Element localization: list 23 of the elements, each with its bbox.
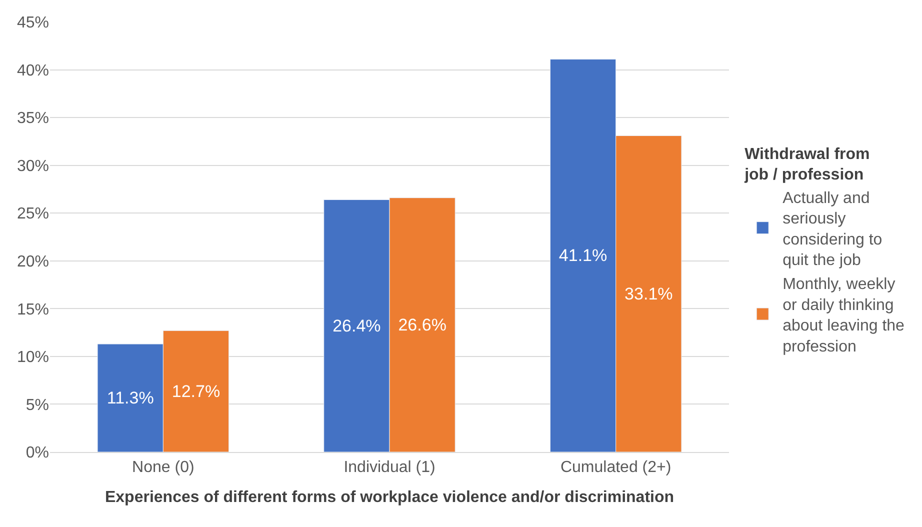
- y-tick-label: 20%: [16, 253, 49, 270]
- y-tick-label: 15%: [16, 301, 49, 318]
- legend-label: Actually and seriously considering to quit the job: [782, 190, 882, 270]
- x-tick-label: Individual (1): [344, 459, 436, 476]
- y-tick-label: 35%: [16, 110, 49, 128]
- data-label: 12.7%: [172, 382, 220, 401]
- x-tick-label: Cumulated (2+): [560, 459, 672, 476]
- y-tick-label: 0%: [26, 444, 49, 462]
- legend-title: Withdrawal from job / profession: [744, 146, 870, 184]
- data-label: 26.4%: [332, 316, 381, 336]
- legend-label: Monthly, weekly or daily thinking about leaving the profession: [782, 276, 905, 356]
- data-label: 41.1%: [558, 246, 608, 266]
- y-tick-label: 40%: [16, 62, 49, 80]
- data-label: 33.1%: [624, 284, 673, 304]
- y-tick-label: 25%: [16, 206, 49, 223]
- data-label: 26.6%: [398, 315, 446, 334]
- y-tick-label: 45%: [16, 14, 49, 32]
- y-tick-label: 5%: [26, 396, 49, 414]
- x-axis-title: Experiences of different forms of workplace violence and/or discrimination: [104, 488, 674, 506]
- data-label: 11.3%: [106, 388, 154, 408]
- y-tick-label: 10%: [16, 349, 49, 366]
- y-tick-label: 30%: [16, 158, 49, 175]
- x-tick-label: None (0): [132, 459, 194, 476]
